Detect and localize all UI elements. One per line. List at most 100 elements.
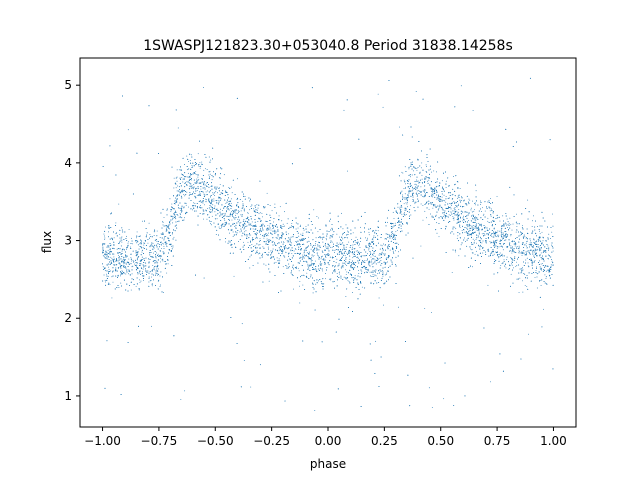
data-point [295, 248, 297, 250]
data-point [288, 233, 290, 235]
data-point [119, 233, 121, 235]
data-point [230, 198, 232, 200]
data-point [120, 275, 121, 277]
data-point [155, 257, 157, 259]
data-point [299, 246, 301, 247]
data-point [391, 233, 393, 235]
data-point [299, 302, 301, 304]
data-point [402, 172, 404, 174]
data-point [424, 210, 426, 212]
data-point [224, 219, 226, 221]
data-point [176, 169, 178, 171]
data-point [195, 171, 197, 173]
data-point [208, 174, 210, 176]
data-point [324, 278, 326, 280]
data-point [452, 193, 454, 195]
data-point [474, 219, 476, 221]
data-point [316, 250, 318, 252]
data-point [404, 212, 406, 214]
data-point [240, 221, 242, 223]
data-point [516, 264, 518, 266]
data-point [259, 233, 261, 235]
data-point [415, 184, 417, 186]
data-point [403, 213, 405, 215]
data-point [469, 224, 471, 226]
data-point [256, 232, 258, 234]
data-point [500, 245, 502, 247]
data-point [477, 244, 479, 246]
data-point [422, 219, 424, 221]
data-point [361, 286, 363, 288]
data-point [167, 263, 169, 265]
data-point [247, 212, 249, 214]
data-point [432, 191, 434, 193]
data-point [126, 268, 128, 270]
data-point [441, 196, 443, 198]
data-point [140, 261, 142, 263]
data-point [137, 267, 139, 269]
data-point [464, 203, 466, 205]
data-point [244, 231, 246, 233]
data-point [387, 221, 388, 223]
data-point [212, 200, 213, 202]
data-point [481, 211, 482, 213]
data-point [278, 215, 280, 217]
data-point [256, 236, 258, 238]
data-point [421, 162, 423, 164]
data-point [127, 242, 129, 244]
data-point [476, 228, 478, 230]
data-point [141, 220, 143, 222]
data-point [416, 167, 418, 169]
data-point [154, 262, 155, 264]
data-point [251, 221, 253, 223]
data-point [336, 244, 338, 246]
data-point [510, 224, 512, 226]
data-point [406, 203, 408, 205]
data-point [209, 223, 211, 224]
data-point [470, 248, 472, 250]
data-point [345, 277, 347, 279]
data-point [200, 188, 202, 190]
data-point [437, 198, 439, 200]
data-point [113, 259, 115, 261]
data-point [257, 209, 258, 211]
data-point [399, 126, 401, 128]
data-point [342, 262, 344, 264]
data-point [497, 230, 499, 232]
data-point [338, 244, 340, 246]
data-point [187, 206, 189, 208]
data-point [196, 190, 198, 192]
data-point [214, 195, 216, 196]
data-point [104, 254, 106, 256]
data-point [151, 276, 153, 278]
data-point [171, 246, 173, 247]
data-point [367, 237, 368, 239]
data-point [355, 236, 357, 238]
data-point [173, 187, 175, 189]
data-point [489, 240, 491, 242]
data-point [540, 252, 542, 254]
data-point [162, 222, 164, 224]
data-point [312, 256, 314, 258]
data-point [528, 333, 529, 335]
data-point [305, 225, 307, 227]
data-point [198, 166, 200, 168]
data-point [393, 251, 394, 253]
data-point [263, 237, 265, 239]
data-point [235, 212, 237, 214]
data-point [157, 255, 159, 257]
data-point [474, 202, 476, 204]
data-point [171, 203, 173, 205]
data-point [278, 238, 280, 240]
data-point [278, 258, 280, 260]
data-point [313, 209, 315, 211]
data-point [412, 166, 414, 168]
data-point [514, 245, 516, 247]
data-point [525, 242, 527, 244]
data-point [501, 238, 503, 240]
data-point [366, 260, 368, 261]
data-point [511, 259, 513, 261]
data-point [308, 256, 310, 258]
data-point [293, 250, 295, 252]
data-point [357, 269, 359, 271]
